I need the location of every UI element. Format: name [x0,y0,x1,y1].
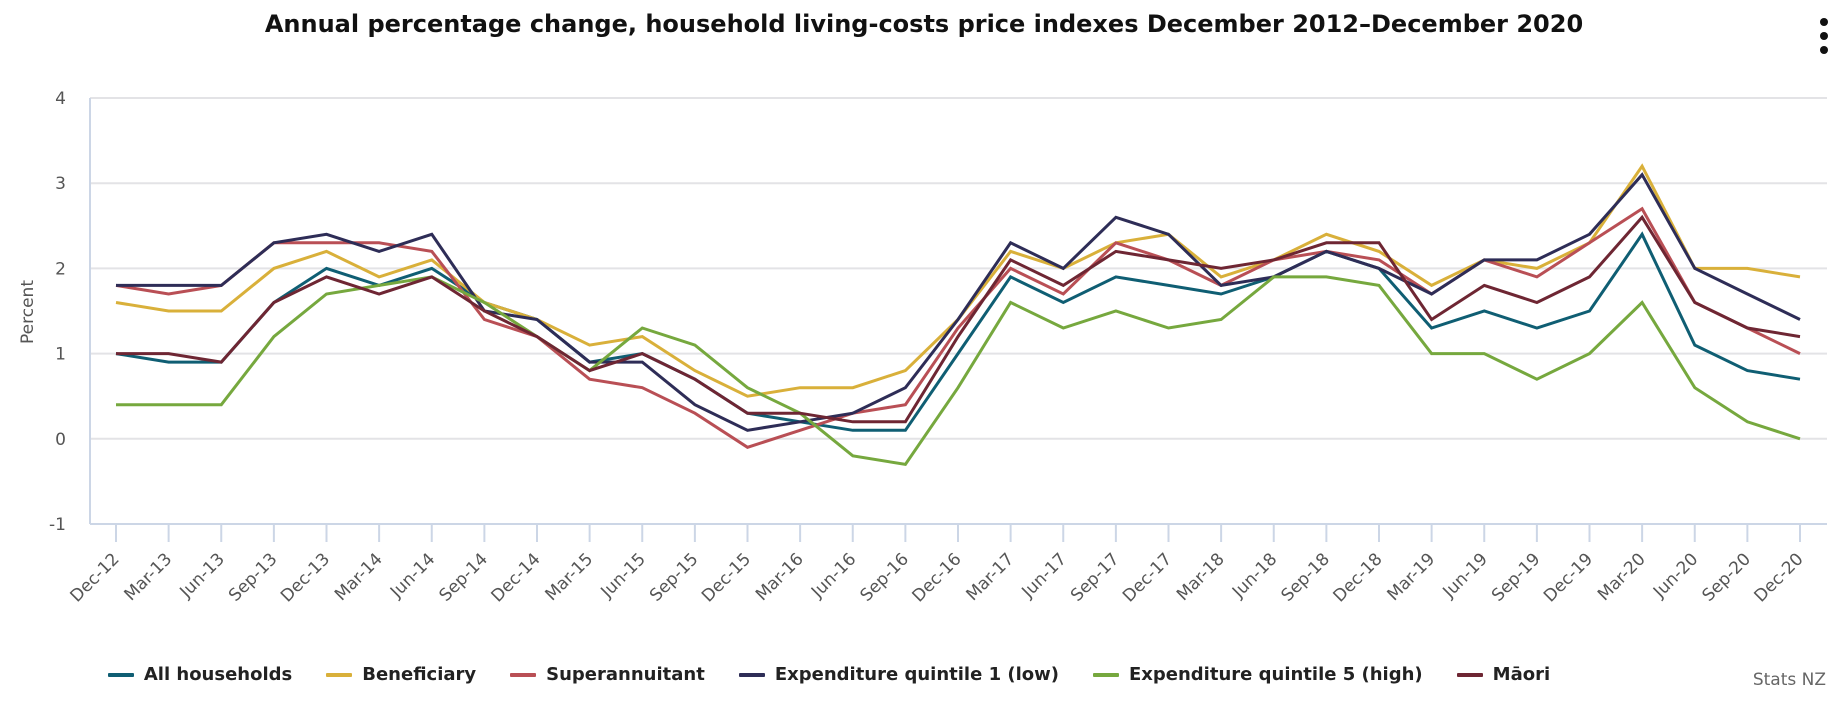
series-line-m-ori[interactable] [116,214,1801,424]
source-credit: Stats NZ [1752,670,1826,690]
legend-label: All households [143,664,293,685]
x-tick-label: Sep-19 [1488,549,1544,605]
x-tick-label: Mar-13 [120,549,176,605]
y-tick-label: 1 [55,345,66,365]
x-tick-label: Jun-18 [1228,549,1281,602]
x-tick-label: Sep-14 [435,549,491,605]
x-tick-label: Sep-16 [856,549,912,605]
legend-swatch [1092,672,1119,677]
x-tick-label: Sep-13 [225,549,281,605]
series-lines [115,163,1801,467]
y-tick-label: -1 [49,515,66,535]
x-tick-label: Dec-17 [1119,549,1176,606]
x-tick-label: Jun-17 [1018,549,1071,602]
kebab-menu-icon[interactable] [1814,18,1834,54]
x-tick-label: Mar-16 [752,549,808,605]
menu-dot [1820,46,1828,54]
x-tick-label: Dec-16 [908,549,965,606]
x-tick-label: Jun-14 [386,549,439,602]
y-axis-title: Percent [18,280,38,344]
y-tick-label: 2 [55,259,66,279]
y-tick-label: 0 [55,430,66,450]
x-tick-label: Dec-20 [1750,549,1807,606]
legend-swatch [510,672,537,677]
series-line-expenditure-quintile-5-high[interactable] [116,275,1801,467]
x-tick-label: Sep-17 [1067,549,1123,605]
x-tick-label: Dec-15 [698,549,755,606]
series-line-expenditure-quintile-1-low[interactable] [116,172,1801,432]
legend-item[interactable]: All households [107,664,293,685]
legend-item[interactable]: Beneficiary [326,664,476,685]
x-tick-label: Dec-14 [487,549,544,606]
y-tick-label: 3 [55,174,66,194]
series-line-superannuitant[interactable] [115,206,1801,449]
legend-item[interactable]: Expenditure quintile 1 (low) [738,664,1059,685]
y-tick-label: 4 [55,89,66,109]
legend-label: Expenditure quintile 5 (high) [1128,664,1423,685]
x-tick-label: Sep-18 [1277,549,1333,605]
chart-title: Annual percentage change, household livi… [264,10,1584,38]
x-tick-label: Dec-12 [66,549,123,606]
legend-label: Superannuitant [546,664,705,685]
x-tick-label: Jun-16 [807,549,860,602]
x-tick-label: Mar-15 [541,549,597,605]
x-tick-label: Jun-20 [1649,549,1702,602]
legend-item[interactable]: Māori [1456,664,1551,685]
legend-item[interactable]: Superannuitant [510,664,705,685]
legend-swatch [326,672,353,677]
menu-dot [1820,32,1828,40]
series-line-all-households[interactable] [115,231,1801,432]
x-tick-label: Mar-20 [1594,549,1650,605]
legend-swatch [738,672,765,677]
legend-swatch [1456,672,1483,677]
x-tick-label: Jun-19 [1439,549,1492,602]
x-tick-label: Mar-19 [1383,549,1439,605]
x-tick-label: Mar-17 [962,549,1018,605]
x-tick-label: Sep-15 [646,549,702,605]
x-tick-label: Jun-13 [176,549,229,602]
x-tick-label: Dec-19 [1540,549,1597,606]
x-tick-label: Dec-18 [1329,549,1386,606]
x-tick-label: Dec-13 [277,549,334,606]
legend-label: Beneficiary [362,664,477,685]
menu-dot [1820,18,1828,26]
x-tick-label: Sep-20 [1698,549,1754,605]
legend-item[interactable]: Expenditure quintile 5 (high) [1092,664,1423,685]
legend-label: Expenditure quintile 1 (low) [774,664,1059,685]
legend-swatch [107,672,134,677]
x-tick-label: Mar-18 [1173,549,1229,605]
x-tick-label: Mar-14 [331,549,387,605]
legend-label: Māori [1492,664,1551,685]
legend: All households Beneficiary Superannuitant E… [0,664,1848,685]
x-tick-label: Jun-15 [597,549,650,602]
